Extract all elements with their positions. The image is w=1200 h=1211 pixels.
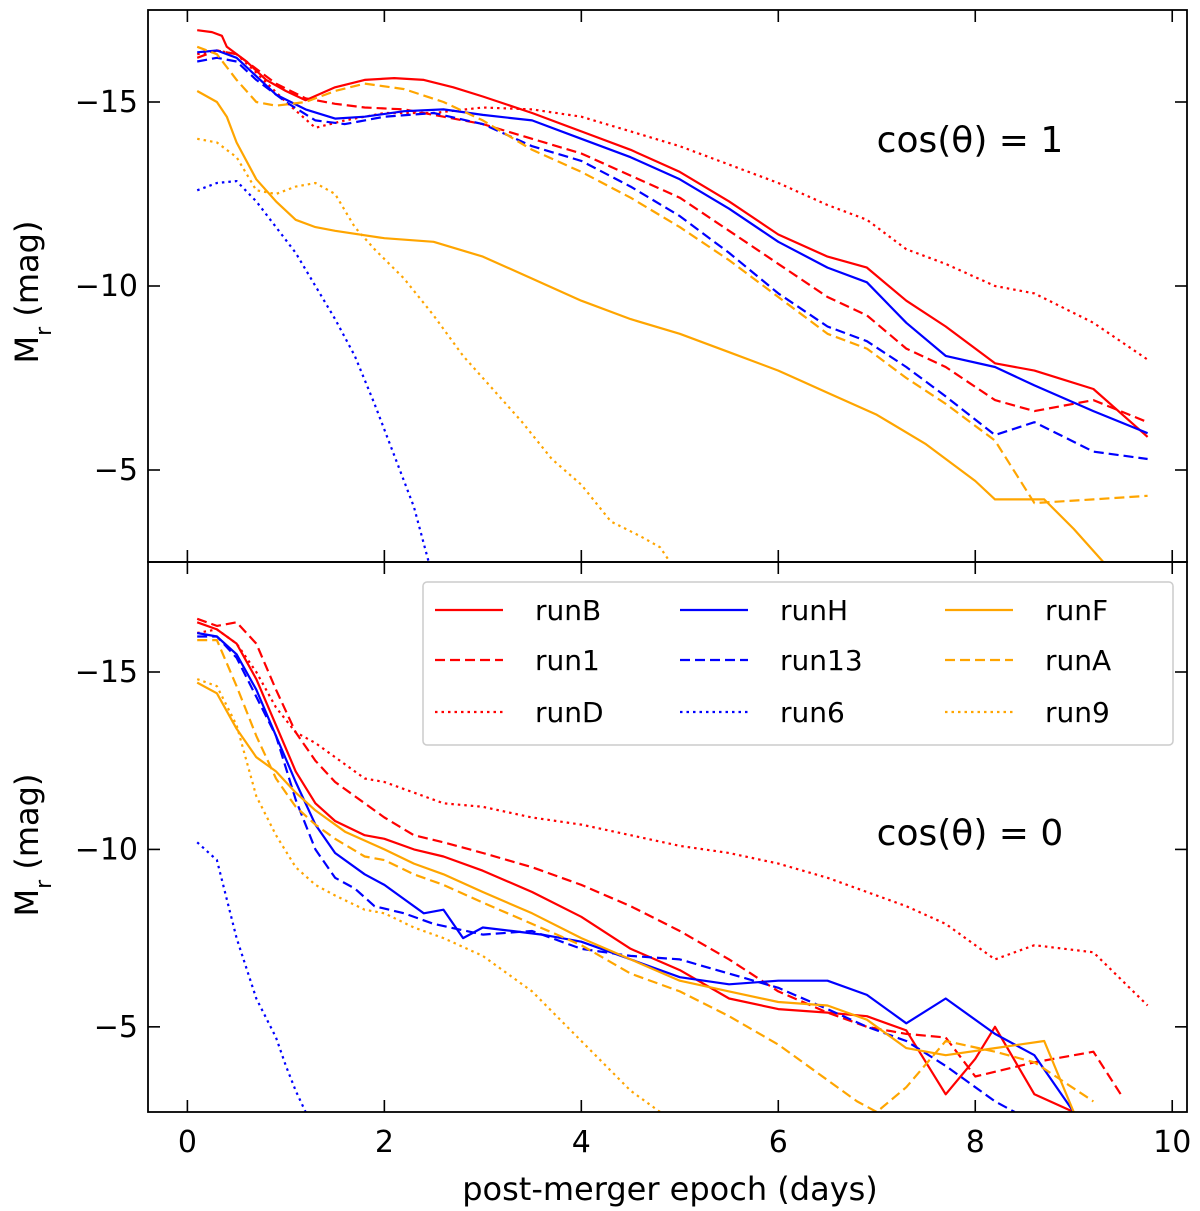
x-tick-labels: 0 2 4 6 8 10 [178,1125,1191,1160]
bottom-series-runA [197,639,1095,1112]
bottom-panel-frame [147,561,1188,1113]
legend-label-run13: run13 [780,644,863,677]
bottom-ytick-label: −10 [75,832,138,867]
bottom-series-run9 [196,678,661,1112]
legend: runB run1 runD runH run13 run6 runF runA run9 [422,581,1174,746]
bottom-y-axis-label: Mr (mag) [8,774,57,917]
legend-label-run6: run6 [780,696,845,729]
x-tick-label: 0 [178,1125,197,1160]
panel-frames [147,9,1188,1113]
bottom-series-run13 [197,635,1016,1112]
x-tick-label: 4 [572,1125,591,1160]
bottom-series-lines [196,617,1149,1112]
top-series-runB [197,29,1149,438]
x-tick-label: 6 [769,1125,788,1160]
bottom-series-run1 [196,617,1124,1099]
x-axis-label: post-merger epoch (days) [462,1170,878,1208]
top-ytick-label: −15 [75,85,138,120]
x-tick-label: 2 [375,1125,394,1160]
top-series-run9 [196,137,671,562]
legend-label-run1: run1 [535,644,600,677]
top-series-run13 [196,56,1148,461]
x-tick-label: 10 [1153,1125,1191,1160]
top-ytick-label: −10 [75,269,138,304]
x-tick-label: 8 [966,1125,985,1160]
bottom-series-runB [196,621,1075,1112]
bottom-series-runF [196,681,1075,1112]
top-series-run1 [196,49,1149,424]
bottom-ytick-label: −5 [94,1010,138,1045]
legend-label-runD: runD [535,696,604,729]
legend-label-runA: runA [1045,644,1111,677]
top-y-axis-label: Mr (mag) [8,221,57,364]
bottom-series-runH [197,631,1075,1112]
bottom-panel: −15 −10 −5 cos(θ) = 0 Mr (mag) [8,562,1187,1112]
legend-label-run9: run9 [1045,696,1110,729]
top-ytick-label: −5 [94,453,138,488]
bottom-ytick-label: −15 [75,655,138,690]
legend-items: runB run1 runD runH run13 run6 runF runA run9 [435,594,1111,729]
bottom-annotation: cos(θ) = 0 [877,813,1064,854]
top-panel: −15 −10 −5 cos(θ) = 1 Mr (mag) [8,10,1187,562]
bottom-ticks: −15 −10 −5 [75,562,1187,1112]
top-ticks: −15 −10 −5 [75,10,1187,562]
top-series-run6 [196,180,430,562]
top-series-runA [196,45,1148,505]
legend-label-runF: runF [1045,594,1108,627]
top-series-runD [196,49,1149,361]
top-panel-frame [147,9,1188,563]
bottom-series-runD [197,628,1149,1007]
top-series-runH [197,49,1149,435]
top-series-lines [196,29,1149,562]
legend-label-runH: runH [780,594,848,627]
legend-label-runB: runB [535,594,601,627]
top-annotation: cos(θ) = 1 [877,120,1064,161]
top-series-runF [196,90,1105,562]
legend-frame [422,581,1174,746]
bottom-series-run6 [196,841,307,1112]
